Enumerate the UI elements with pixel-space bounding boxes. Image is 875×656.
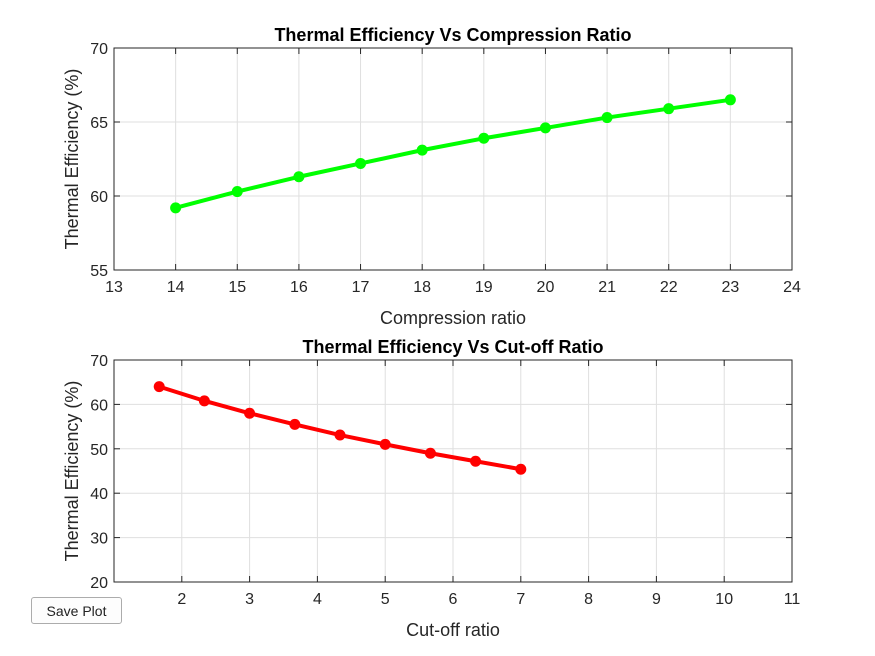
data-point <box>515 463 527 475</box>
data-point <box>478 132 490 144</box>
data-point <box>334 429 346 441</box>
save-plot-button[interactable]: Save Plot <box>31 597 122 624</box>
x-tick-label: 6 <box>449 591 458 608</box>
data-point <box>231 186 243 198</box>
data-point <box>663 103 675 115</box>
data-point <box>724 94 736 106</box>
data-point <box>424 447 436 459</box>
x-tick-label: 10 <box>715 591 733 608</box>
y-tick-label: 60 <box>90 189 108 206</box>
y-tick-label: 50 <box>90 442 108 459</box>
data-point <box>244 407 256 419</box>
data-point <box>379 438 391 450</box>
data-point <box>355 157 367 169</box>
y-axis-label: Thermal Efficiency (%) <box>62 381 82 562</box>
x-tick-label: 13 <box>105 279 123 296</box>
x-tick-label: 11 <box>784 591 801 608</box>
data-point <box>153 381 165 393</box>
x-tick-label: 2 <box>177 591 186 608</box>
data-point <box>293 171 305 183</box>
chart-title: Thermal Efficiency Vs Cut-off Ratio <box>302 337 603 357</box>
data-point <box>539 122 551 134</box>
x-tick-label: 5 <box>381 591 390 608</box>
x-tick-label: 18 <box>413 279 431 296</box>
x-tick-label: 23 <box>721 279 739 296</box>
x-tick-label: 4 <box>313 591 322 608</box>
x-axis-label: Compression ratio <box>380 308 526 328</box>
x-tick-label: 15 <box>228 279 246 296</box>
x-tick-label: 8 <box>584 591 593 608</box>
data-point <box>470 455 482 467</box>
y-tick-label: 70 <box>90 353 108 370</box>
x-tick-label: 17 <box>352 279 370 296</box>
x-tick-label: 14 <box>167 279 185 296</box>
data-point <box>601 112 613 124</box>
x-tick-label: 3 <box>245 591 254 608</box>
data-point <box>170 202 182 214</box>
axes-cutoff-ratio: 2 3 4 5 6 7 8 9 10 11 20 30 40 50 60 70 Thermal Efficien… <box>62 337 800 640</box>
x-axis-label: Cut-off ratio <box>406 620 500 640</box>
x-tick-label: 20 <box>537 279 555 296</box>
y-tick-label: 60 <box>90 397 108 414</box>
y-axis-label: Thermal Efficiency (%) <box>62 69 82 250</box>
x-tick-label: 24 <box>783 279 801 296</box>
y-tick-label: 20 <box>90 575 108 592</box>
y-tick-label: 55 <box>90 263 108 280</box>
x-tick-label: 19 <box>475 279 493 296</box>
x-tick-label: 16 <box>290 279 308 296</box>
axes-compression-ratio: 13 14 15 16 17 18 19 20 21 22 23 24 55 60 65 70 Thermal … <box>62 25 801 328</box>
data-point <box>289 418 301 430</box>
y-tick-label: 40 <box>90 486 108 503</box>
x-tick-label: 7 <box>516 591 525 608</box>
x-tick-label: 9 <box>652 591 661 608</box>
x-tick-label: 21 <box>598 279 616 296</box>
axes-box <box>113 47 793 271</box>
data-point <box>198 395 210 407</box>
x-tick-label: 22 <box>660 279 678 296</box>
chart-title: Thermal Efficiency Vs Compression Ratio <box>274 25 631 45</box>
y-tick-label: 70 <box>90 41 108 58</box>
plot-area <box>114 48 792 270</box>
series-line <box>173 97 733 210</box>
y-tick-label: 65 <box>90 115 108 132</box>
data-point <box>416 144 428 156</box>
y-tick-label: 30 <box>90 531 108 548</box>
